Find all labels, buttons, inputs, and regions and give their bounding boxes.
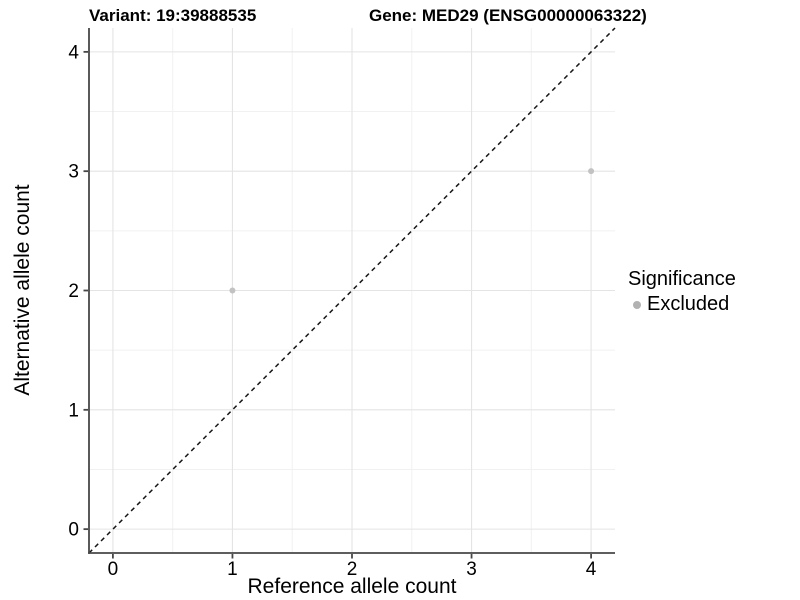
legend-item-excluded: Excluded — [628, 293, 736, 316]
legend: Significance Excluded — [628, 268, 736, 316]
y-tick-label: 2 — [68, 281, 79, 302]
legend-title: Significance — [628, 268, 736, 290]
y-tick-label: 1 — [68, 400, 79, 421]
x-tick-label: 3 — [466, 559, 477, 580]
legend-item-label: Excluded — [647, 293, 730, 315]
y-tick-label: 4 — [68, 42, 79, 63]
y-axis-title: Alternative allele count — [11, 184, 34, 396]
x-axis-title: Reference allele count — [247, 575, 457, 598]
x-tick-label: 0 — [108, 559, 119, 580]
data-point — [588, 168, 595, 175]
legend-point-icon — [633, 300, 641, 309]
x-tick-label: 1 — [227, 559, 238, 580]
data-point — [229, 287, 236, 294]
plot-title-variant: Variant: 19:39888535 — [89, 6, 257, 25]
x-tick-label: 2 — [347, 559, 358, 580]
y-tick-label: 3 — [68, 162, 79, 183]
x-tick-label: 4 — [586, 559, 597, 580]
y-tick-label: 0 — [68, 520, 79, 541]
plot-title-gene: Gene: MED29 (ENSG00000063322) — [369, 6, 647, 25]
